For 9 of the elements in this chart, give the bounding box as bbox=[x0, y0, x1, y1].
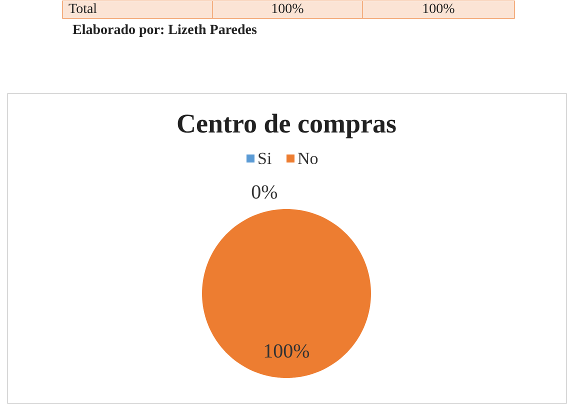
text: 0% bbox=[251, 182, 278, 204]
text: 100% bbox=[422, 2, 456, 17]
chart-title: Centro de compras bbox=[176, 108, 396, 138]
legend-label: No bbox=[298, 149, 318, 168]
text: Total bbox=[68, 2, 98, 17]
data-label: 100% bbox=[263, 340, 310, 362]
text: Elaborado por: Lizeth Paredes bbox=[72, 23, 258, 38]
text: 100% bbox=[271, 2, 304, 17]
legend-label: Si bbox=[258, 149, 272, 168]
